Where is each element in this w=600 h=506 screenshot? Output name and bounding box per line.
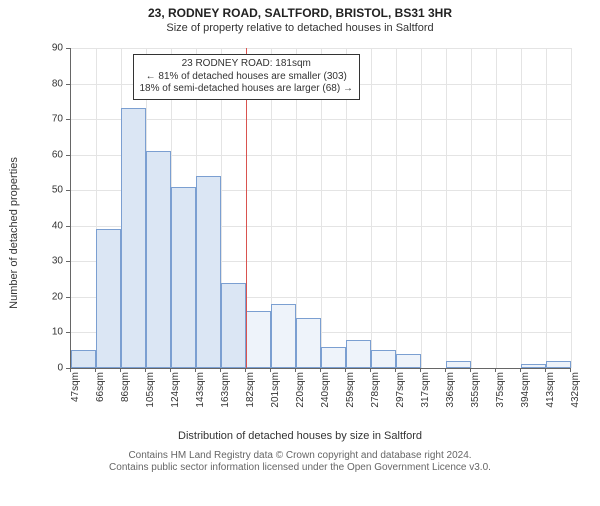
x-tick-label: 259sqm bbox=[345, 372, 356, 412]
x-tick-label: 355sqm bbox=[470, 372, 481, 412]
x-tick-label: 201sqm bbox=[270, 372, 281, 412]
y-axis-label: Number of detached properties bbox=[8, 157, 20, 309]
histogram-bar bbox=[96, 229, 121, 368]
histogram-bar bbox=[346, 340, 371, 368]
footer-attribution: Contains HM Land Registry data © Crown c… bbox=[0, 450, 600, 474]
histogram-bar bbox=[71, 350, 96, 368]
x-tick-label: 143sqm bbox=[195, 372, 206, 412]
callout-box: 23 RODNEY ROAD: 181sqm← 81% of detached … bbox=[133, 54, 360, 100]
x-tick-label: 413sqm bbox=[545, 372, 556, 412]
plot-region: 23 RODNEY ROAD: 181sqm← 81% of detached … bbox=[70, 48, 571, 369]
histogram-bar bbox=[221, 283, 246, 368]
x-tick-label: 47sqm bbox=[70, 372, 81, 412]
x-tick-label: 182sqm bbox=[245, 372, 256, 412]
histogram-bar bbox=[396, 354, 421, 368]
histogram-bar bbox=[146, 151, 171, 368]
histogram-bar bbox=[121, 108, 146, 368]
histogram-bar bbox=[246, 311, 271, 368]
footer-line: Contains public sector information licen… bbox=[0, 462, 600, 474]
histogram-bar bbox=[196, 176, 221, 368]
chart-area: Number of detached properties 0102030405… bbox=[20, 38, 580, 428]
x-tick-label: 336sqm bbox=[445, 372, 456, 412]
y-tick-label: 60 bbox=[52, 149, 63, 160]
y-tick-label: 40 bbox=[52, 220, 63, 231]
x-tick-label: 375sqm bbox=[495, 372, 506, 412]
y-tick-label: 50 bbox=[52, 185, 63, 196]
histogram-bar bbox=[296, 318, 321, 368]
chart-subtitle: Size of property relative to detached ho… bbox=[0, 22, 600, 34]
x-tick-label: 278sqm bbox=[370, 372, 381, 412]
y-tick-label: 80 bbox=[52, 78, 63, 89]
chart-title: 23, RODNEY ROAD, SALTFORD, BRISTOL, BS31… bbox=[0, 6, 600, 20]
x-tick-label: 86sqm bbox=[120, 372, 131, 412]
x-tick-label: 394sqm bbox=[520, 372, 531, 412]
x-tick-label: 124sqm bbox=[170, 372, 181, 412]
x-tick-label: 163sqm bbox=[220, 372, 231, 412]
y-tick-label: 90 bbox=[52, 43, 63, 54]
y-tick-label: 10 bbox=[52, 327, 63, 338]
x-tick-label: 240sqm bbox=[320, 372, 331, 412]
x-tick-label: 297sqm bbox=[395, 372, 406, 412]
y-tick-label: 20 bbox=[52, 291, 63, 302]
histogram-bar bbox=[446, 361, 471, 368]
y-tick-label: 70 bbox=[52, 114, 63, 125]
histogram-bar bbox=[521, 364, 546, 368]
x-tick-label: 220sqm bbox=[295, 372, 306, 412]
histogram-bar bbox=[546, 361, 571, 368]
x-tick-label: 105sqm bbox=[145, 372, 156, 412]
x-tick-label: 317sqm bbox=[420, 372, 431, 412]
x-axis-label: Distribution of detached houses by size … bbox=[0, 430, 600, 442]
histogram-bar bbox=[271, 304, 296, 368]
x-tick-label: 432sqm bbox=[570, 372, 581, 412]
histogram-bar bbox=[171, 187, 196, 368]
y-tick-label: 0 bbox=[57, 363, 63, 374]
callout-line: 23 RODNEY ROAD: 181sqm bbox=[140, 58, 353, 71]
x-tick-label: 66sqm bbox=[95, 372, 106, 412]
callout-line: 18% of semi-detached houses are larger (… bbox=[140, 83, 353, 96]
y-tick-label: 30 bbox=[52, 256, 63, 267]
histogram-bar bbox=[321, 347, 346, 368]
footer-line: Contains HM Land Registry data © Crown c… bbox=[0, 450, 600, 462]
histogram-bar bbox=[371, 350, 396, 368]
callout-line: ← 81% of detached houses are smaller (30… bbox=[140, 71, 353, 84]
